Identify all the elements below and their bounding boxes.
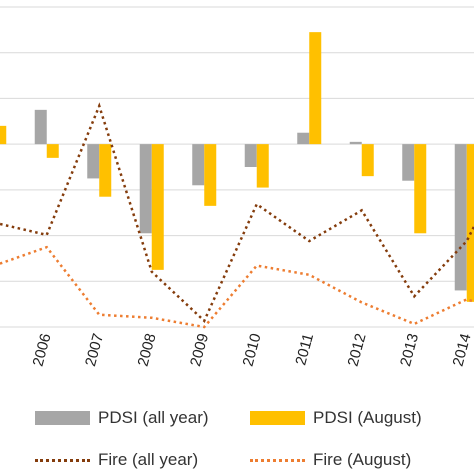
bar-pdsi-all-year-2008 (139, 144, 152, 234)
bar-pdsi-all-year-2013 (402, 144, 415, 181)
bar-pdsi-august-2005 (0, 125, 7, 145)
x-tick-2005: 2005 (0, 332, 2, 369)
bar-pdsi-all-year-2009 (192, 144, 205, 186)
bar-series (0, 32, 474, 302)
legend-label-fire-august: Fire (August) (313, 450, 412, 469)
x-tick-2008: 2008 (135, 332, 160, 369)
bar-pdsi-august-2006 (46, 144, 59, 158)
legend-label-pdsi-august: PDSI (August) (313, 408, 422, 427)
x-tick-2006: 2006 (30, 332, 55, 369)
x-tick-2014: 2014 (450, 332, 474, 369)
bar-pdsi-all-year-2012 (349, 141, 362, 145)
bar-pdsi-all-year-2014 (454, 144, 467, 291)
bar-pdsi-august-2011 (309, 32, 322, 145)
bar-pdsi-august-2007 (99, 144, 112, 197)
x-tick-2010: 2010 (240, 332, 265, 369)
line-fire-august (0, 245, 474, 329)
bar-pdsi-august-2012 (361, 144, 374, 177)
bar-pdsi-all-year-2010 (244, 144, 257, 167)
gridlines (0, 6, 474, 328)
legend-label-pdsi-all-year: PDSI (all year) (98, 408, 209, 427)
x-tick-2012: 2012 (345, 332, 370, 369)
x-tick-2011: 2011 (292, 332, 317, 368)
legend-item-pdsi-all-year: PDSI (all year) (35, 408, 209, 428)
bar-pdsi-all-year-2007 (87, 144, 100, 179)
bar-pdsi-august-2010 (256, 144, 269, 188)
bar-pdsi-august-2008 (151, 144, 164, 270)
legend: PDSI (all year) PDSI (August) Fire (all … (0, 392, 474, 474)
legend-swatch-pdsi-all-year (35, 411, 90, 425)
bar-pdsi-all-year-2011 (297, 132, 310, 145)
legend-label-fire-all-year: Fire (all year) (98, 450, 199, 469)
bar-pdsi-all-year-2006 (34, 109, 47, 145)
legend-item-fire-august: Fire (August) (250, 450, 411, 470)
legend-item-pdsi-august: PDSI (August) (250, 408, 422, 428)
x-tick-labels: 2005 2006 2007 2008 2009 2010 2011 2012 2013 2014… (0, 332, 474, 369)
line-series (0, 102, 474, 329)
x-tick-2009: 2009 (187, 332, 212, 369)
bar-pdsi-august-2013 (414, 144, 427, 234)
x-tick-2007: 2007 (82, 332, 107, 369)
x-tick-2013: 2013 (397, 332, 422, 369)
chart-area: 2005 2006 2007 2008 2009 2010 2011 2012 2013 2014… (0, 6, 474, 369)
bar-pdsi-august-2014 (466, 144, 474, 302)
legend-item-fire-all-year: Fire (all year) (35, 450, 198, 470)
legend-swatch-fire-all-year (35, 458, 90, 462)
bar-pdsi-august-2009 (204, 144, 217, 206)
legend-swatch-fire-august (250, 458, 305, 462)
legend-swatch-pdsi-august (250, 411, 305, 425)
